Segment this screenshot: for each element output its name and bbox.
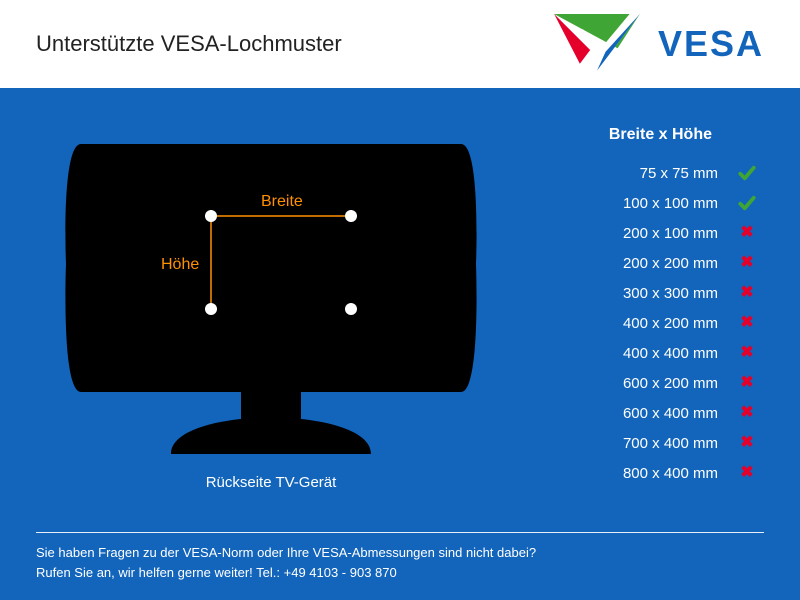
vesa-hole bbox=[205, 210, 217, 222]
cross-icon: ✖ bbox=[738, 434, 756, 452]
check-icon bbox=[738, 194, 756, 212]
tv-caption: Rückseite TV-Gerät bbox=[206, 474, 337, 491]
pattern-label: 400 x 200 mm bbox=[623, 315, 718, 332]
tv-screen-body bbox=[65, 144, 476, 392]
pattern-row: 300 x 300 mm ✖ bbox=[623, 278, 756, 308]
pattern-row: 200 x 200 mm ✖ bbox=[623, 248, 756, 278]
tv-diagram: Breite Höhe bbox=[61, 134, 481, 464]
pattern-label: 100 x 100 mm bbox=[623, 195, 718, 212]
vesa-hole bbox=[345, 210, 357, 222]
cross-icon: ✖ bbox=[738, 284, 756, 302]
svg-text:Höhe: Höhe bbox=[161, 256, 199, 273]
pattern-row: 200 x 100 mm ✖ bbox=[623, 218, 756, 248]
pattern-label: 75 x 75 mm bbox=[640, 165, 718, 182]
cross-icon: ✖ bbox=[738, 344, 756, 362]
tv-diagram-column: Breite Höhe Rückseite TV-Gerät bbox=[36, 112, 506, 522]
pattern-row: 400 x 400 mm ✖ bbox=[623, 338, 756, 368]
cross-icon: ✖ bbox=[738, 404, 756, 422]
vesa-logo-mark bbox=[554, 14, 640, 74]
pattern-label: 600 x 400 mm bbox=[623, 405, 718, 422]
patterns-table: Breite x Höhe 75 x 75 mm 100 x 100 mm 200 … bbox=[530, 112, 764, 522]
pattern-label: 200 x 200 mm bbox=[623, 255, 718, 272]
footer-line-2: Rufen Sie an, wir helfen gerne weiter! T… bbox=[36, 563, 764, 583]
svg-text:Breite: Breite bbox=[261, 193, 303, 210]
pattern-row: 75 x 75 mm bbox=[623, 158, 756, 188]
pattern-label: 800 x 400 mm bbox=[623, 465, 718, 482]
pattern-row: 400 x 200 mm ✖ bbox=[623, 308, 756, 338]
pattern-label: 600 x 200 mm bbox=[623, 375, 718, 392]
pattern-label: 200 x 100 mm bbox=[623, 225, 718, 242]
vesa-logo: VESA bbox=[554, 14, 764, 74]
pattern-row: 600 x 200 mm ✖ bbox=[623, 368, 756, 398]
cross-icon: ✖ bbox=[738, 464, 756, 482]
page-title: Unterstützte VESA-Lochmuster bbox=[36, 31, 342, 57]
main-panel: Breite Höhe Rückseite TV-Gerät Breite x … bbox=[0, 88, 800, 600]
pattern-row: 800 x 400 mm ✖ bbox=[623, 458, 756, 488]
footer: Sie haben Fragen zu der VESA-Norm oder I… bbox=[36, 532, 764, 582]
pattern-row: 600 x 400 mm ✖ bbox=[623, 398, 756, 428]
cross-icon: ✖ bbox=[738, 224, 756, 242]
pattern-row: 100 x 100 mm bbox=[623, 188, 756, 218]
patterns-rows: 75 x 75 mm100 x 100 mm200 x 100 mm✖200 x… bbox=[623, 158, 756, 488]
vesa-hole bbox=[205, 303, 217, 315]
pattern-label: 700 x 400 mm bbox=[623, 435, 718, 452]
tv-svg: Breite Höhe bbox=[61, 134, 481, 464]
pattern-label: 300 x 300 mm bbox=[623, 285, 718, 302]
footer-line-1: Sie haben Fragen zu der VESA-Norm oder I… bbox=[36, 543, 764, 563]
tv-stand bbox=[171, 392, 371, 454]
cross-icon: ✖ bbox=[738, 374, 756, 392]
pattern-row: 700 x 400 mm ✖ bbox=[623, 428, 756, 458]
vesa-logo-text: VESA bbox=[658, 23, 764, 65]
patterns-header: Breite x Höhe bbox=[609, 126, 756, 144]
cross-icon: ✖ bbox=[738, 254, 756, 272]
panel-body: Breite Höhe Rückseite TV-Gerät Breite x … bbox=[36, 112, 764, 522]
check-icon bbox=[738, 164, 756, 182]
pattern-label: 400 x 400 mm bbox=[623, 345, 718, 362]
cross-icon: ✖ bbox=[738, 314, 756, 332]
header: Unterstützte VESA-Lochmuster VESA bbox=[0, 0, 800, 88]
vesa-hole bbox=[345, 303, 357, 315]
